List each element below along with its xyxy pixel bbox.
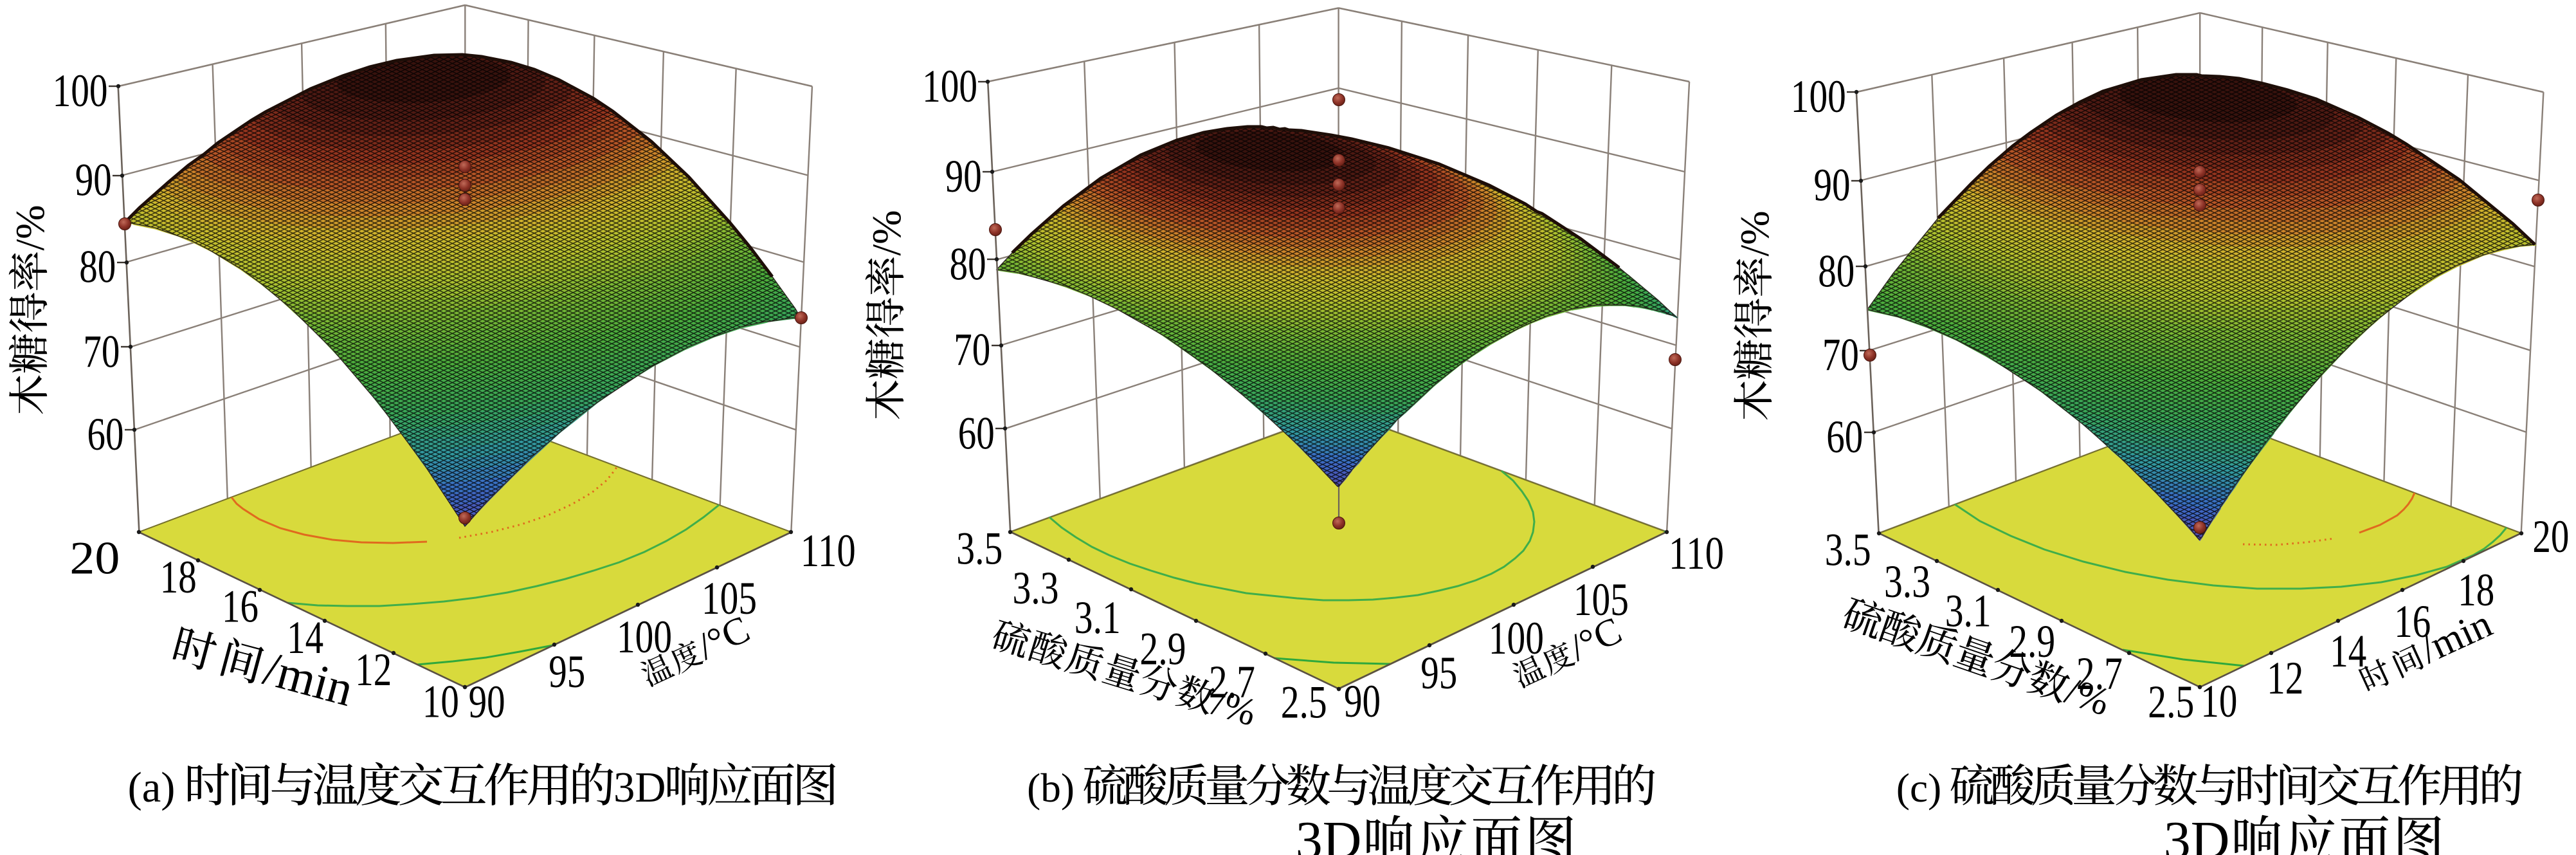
svg-text:100: 100	[53, 65, 108, 116]
svg-text:3.3: 3.3	[1884, 556, 1930, 607]
svg-text:110: 110	[801, 525, 856, 576]
svg-text:/%: /%	[7, 205, 53, 250]
svg-text:100: 100	[1791, 71, 1846, 122]
svg-text:3.1: 3.1	[1075, 592, 1121, 643]
svg-text:3.1: 3.1	[1945, 585, 1991, 636]
svg-text:12: 12	[355, 644, 392, 695]
svg-text:100: 100	[617, 611, 672, 663]
svg-text:80: 80	[1818, 245, 1855, 297]
svg-text:90: 90	[75, 154, 112, 206]
svg-text:20: 20	[69, 532, 120, 584]
svg-text:60: 60	[1826, 411, 1863, 463]
svg-text:2.7: 2.7	[1209, 656, 1255, 708]
svg-text:70: 70	[954, 324, 990, 376]
svg-text:16: 16	[222, 581, 259, 632]
svg-text:2.5: 2.5	[1281, 677, 1327, 728]
svg-text:3.5: 3.5	[956, 523, 1002, 575]
svg-text:105: 105	[702, 573, 757, 624]
svg-text:3.5: 3.5	[1825, 524, 1871, 576]
svg-text:18: 18	[160, 551, 197, 603]
svg-text:95: 95	[549, 646, 585, 697]
svg-text:10: 10	[422, 676, 459, 727]
svg-text:20: 20	[2532, 511, 2569, 562]
svg-text:60: 60	[958, 407, 995, 459]
svg-text:105: 105	[1574, 574, 1629, 625]
svg-text:/%: /%	[864, 210, 909, 255]
svg-text:100: 100	[1489, 612, 1544, 664]
svg-text:12: 12	[2267, 652, 2303, 704]
svg-text:(b): (b)	[1027, 766, 1075, 811]
svg-text:10: 10	[2200, 676, 2237, 727]
svg-text:/%: /%	[1732, 210, 1777, 256]
svg-text:(c): (c)	[1896, 766, 1941, 811]
svg-text:2.7: 2.7	[2076, 648, 2123, 699]
svg-text:90: 90	[1344, 676, 1381, 727]
svg-text:16: 16	[2394, 596, 2431, 647]
svg-text:3.3: 3.3	[1013, 562, 1059, 614]
svg-text:2.9: 2.9	[1139, 623, 1186, 675]
svg-text:60: 60	[87, 409, 124, 460]
svg-text:110: 110	[1669, 528, 1724, 579]
svg-text:18: 18	[2458, 564, 2494, 616]
svg-text:14: 14	[287, 612, 323, 663]
svg-text:14: 14	[2330, 625, 2366, 677]
svg-text:95: 95	[1420, 647, 1457, 699]
svg-text:90: 90	[1814, 160, 1851, 211]
svg-text:70: 70	[83, 326, 120, 377]
svg-text:2.5: 2.5	[2148, 676, 2194, 728]
svg-text:80: 80	[950, 239, 986, 290]
svg-text:2.9: 2.9	[2009, 616, 2055, 667]
svg-text:70: 70	[1822, 329, 1859, 381]
svg-text:100: 100	[922, 60, 977, 112]
svg-text:3D: 3D	[1296, 811, 1362, 855]
svg-text:3D: 3D	[2164, 811, 2230, 855]
svg-text:(a): (a)	[128, 764, 176, 811]
svg-text:80: 80	[79, 241, 116, 293]
svg-text:90: 90	[469, 676, 505, 728]
svg-text:90: 90	[945, 151, 982, 202]
svg-text:3D: 3D	[613, 764, 666, 811]
